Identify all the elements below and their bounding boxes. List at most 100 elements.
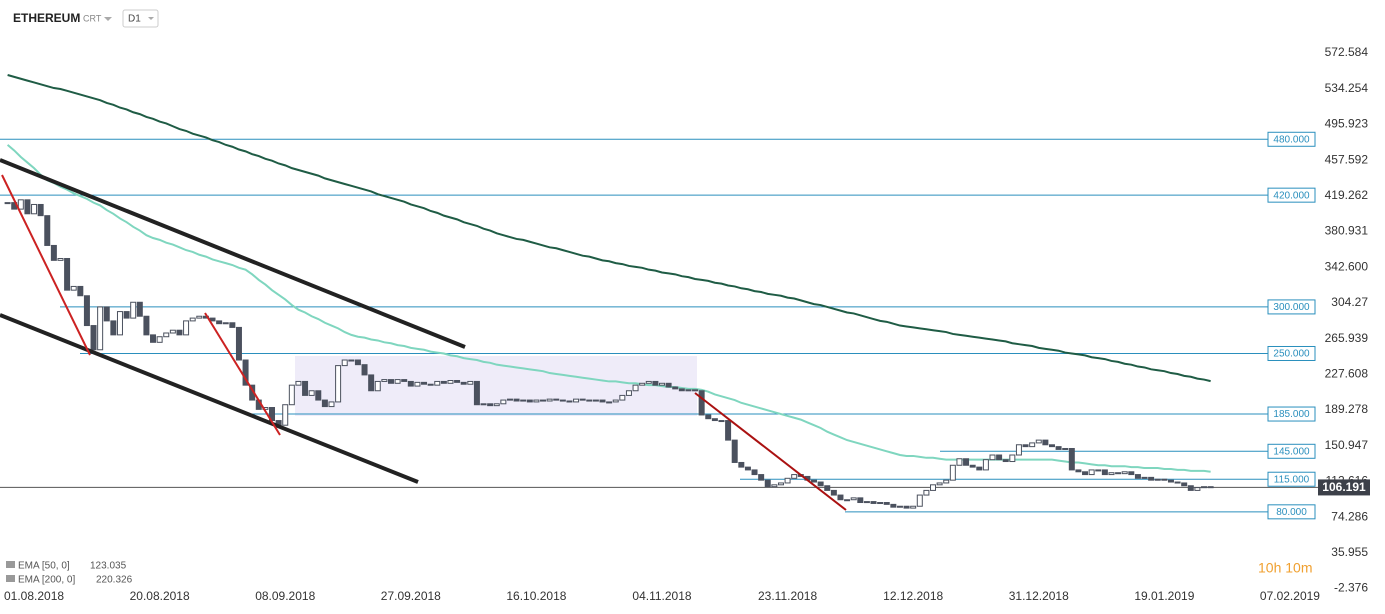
candle-down bbox=[1101, 469, 1108, 476]
candle-up bbox=[156, 336, 163, 343]
legend-value: 123.035 bbox=[90, 561, 127, 572]
legend-icon[interactable] bbox=[6, 561, 15, 568]
candle-down bbox=[817, 481, 824, 487]
countdown: 10h 10m bbox=[1258, 560, 1312, 576]
x-tick-label: 07.02.2019 bbox=[1260, 589, 1320, 603]
candle-up bbox=[414, 381, 421, 387]
candle-up bbox=[348, 359, 355, 362]
y-tick-label: 265.939 bbox=[1325, 331, 1369, 345]
candle-down bbox=[698, 390, 705, 416]
candle-down bbox=[216, 320, 223, 325]
level-label: 115.000 bbox=[1274, 474, 1310, 485]
y-tick-label: 189.278 bbox=[1325, 402, 1369, 416]
candle-down bbox=[361, 364, 368, 376]
candle-up bbox=[500, 399, 507, 405]
candle-up bbox=[480, 403, 487, 406]
symbol: ETHEREUM bbox=[13, 11, 80, 25]
candle-up bbox=[639, 382, 646, 386]
legend-icon[interactable] bbox=[6, 575, 15, 582]
candle-up bbox=[434, 380, 441, 386]
candle-up bbox=[844, 499, 851, 502]
legend-value: 220.326 bbox=[96, 575, 133, 586]
candle-down bbox=[837, 494, 844, 501]
candle-down bbox=[751, 469, 758, 476]
candle-up bbox=[1035, 439, 1042, 444]
candle-down bbox=[976, 466, 983, 471]
candle-down bbox=[1128, 471, 1135, 476]
dropdown-arrow[interactable] bbox=[148, 17, 154, 20]
candle-down bbox=[744, 466, 751, 471]
candle-up bbox=[982, 459, 989, 471]
candle-up bbox=[592, 399, 599, 402]
candle-up bbox=[1088, 469, 1095, 476]
candle-down bbox=[24, 199, 31, 215]
candle-up bbox=[381, 379, 388, 382]
candle-up bbox=[546, 398, 553, 402]
candle-down bbox=[235, 326, 242, 361]
chart-type[interactable]: CRT bbox=[83, 13, 102, 23]
trend-line bbox=[1, 174, 91, 356]
candle-down bbox=[64, 257, 71, 291]
candle-down bbox=[1048, 444, 1055, 448]
x-tick-label: 16.10.2018 bbox=[506, 589, 566, 603]
y-tick-label: -2.376 bbox=[1334, 581, 1368, 595]
candle-down bbox=[1055, 446, 1062, 450]
candle-down bbox=[1167, 479, 1174, 483]
candle-down bbox=[1207, 486, 1214, 489]
x-tick-label: 20.08.2018 bbox=[130, 589, 190, 603]
candle-up bbox=[70, 285, 77, 291]
level-label-box bbox=[1267, 299, 1316, 315]
legend-name: EMA [200, 0] bbox=[18, 575, 75, 586]
candle-up bbox=[1095, 469, 1102, 472]
candle-down bbox=[473, 380, 480, 406]
candle-down bbox=[387, 379, 394, 384]
x-tick-label: 04.11.2018 bbox=[632, 589, 691, 603]
candle-up bbox=[328, 401, 335, 408]
level-label-box bbox=[1267, 504, 1316, 520]
x-tick-label: 08.09.2018 bbox=[255, 589, 315, 603]
candle-down bbox=[652, 380, 659, 386]
candle-up bbox=[632, 384, 639, 392]
candle-up bbox=[183, 320, 190, 336]
y-tick-label: 534.254 bbox=[1325, 81, 1369, 95]
candle-up bbox=[1029, 442, 1036, 448]
candle-down bbox=[566, 400, 573, 403]
candle-up bbox=[573, 398, 580, 403]
candle-down bbox=[711, 418, 718, 422]
candle-down bbox=[150, 334, 157, 343]
candle-up bbox=[57, 257, 64, 261]
candle-up bbox=[771, 484, 778, 488]
interval-box[interactable] bbox=[122, 9, 159, 28]
candle-up bbox=[295, 380, 302, 386]
y-tick-label: 380.931 bbox=[1325, 224, 1369, 238]
candle-up bbox=[923, 489, 930, 496]
candle-up bbox=[341, 359, 348, 367]
candle-down bbox=[1181, 482, 1188, 487]
x-tick-label: 23.11.2018 bbox=[758, 589, 817, 603]
trend-line bbox=[204, 312, 281, 436]
x-tick-label: 01.08.2018 bbox=[4, 589, 64, 603]
candle-down bbox=[302, 380, 309, 396]
candle-up bbox=[718, 420, 725, 423]
candle-up bbox=[930, 484, 937, 491]
candle-down bbox=[513, 398, 520, 402]
price-axis: 572.584 534.254 495.923 457.592 419.262 380.9… bbox=[4, 45, 1368, 603]
level-label-box bbox=[1267, 406, 1316, 422]
candle-down bbox=[427, 383, 434, 386]
candle-up bbox=[116, 311, 123, 336]
candles bbox=[4, 199, 1214, 509]
dropdown-arrow[interactable] bbox=[104, 17, 112, 21]
candle-down bbox=[1002, 459, 1009, 463]
interval[interactable]: D1 bbox=[128, 14, 141, 25]
candle-down bbox=[1148, 476, 1155, 481]
candle-up bbox=[394, 379, 401, 384]
price-label-box bbox=[1318, 479, 1370, 496]
candle-up bbox=[493, 403, 500, 407]
candle-up bbox=[1062, 447, 1069, 450]
candle-down bbox=[136, 301, 143, 317]
level-label-box bbox=[1267, 131, 1316, 147]
candle-up bbox=[1201, 486, 1208, 489]
candle-up bbox=[606, 401, 613, 404]
